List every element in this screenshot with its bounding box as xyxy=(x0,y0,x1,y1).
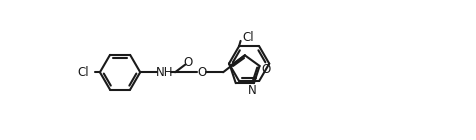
Text: N: N xyxy=(248,84,256,97)
Text: O: O xyxy=(183,57,193,69)
Text: Cl: Cl xyxy=(77,66,89,79)
Text: O: O xyxy=(261,63,270,75)
Text: O: O xyxy=(197,66,207,79)
Text: NH: NH xyxy=(155,66,173,79)
Text: Cl: Cl xyxy=(242,31,253,44)
